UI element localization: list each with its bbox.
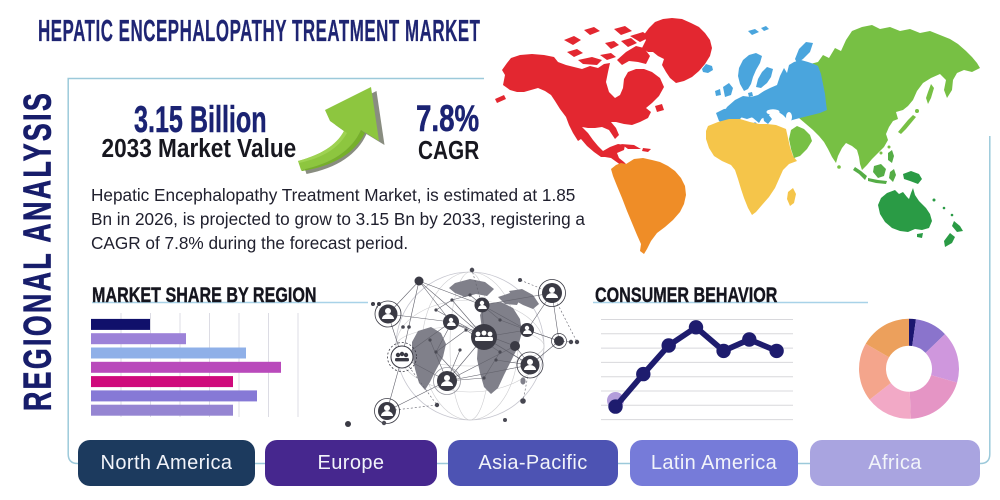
svg-text:2033 Market Value: 2033 Market Value [102,135,297,164]
svg-text:CONSUMER BEHAVIOR: CONSUMER BEHAVIOR [595,284,778,308]
svg-text:REGIONAL ANALYSIS: REGIONAL ANALYSIS [17,91,60,411]
svg-text:MARKET SHARE BY REGION: MARKET SHARE BY REGION [92,284,317,308]
svg-text:CAGR: CAGR [418,136,479,165]
svg-text:7.8%: 7.8% [416,97,479,139]
svg-text:HEPATIC ENCEPHALOPATHY TREATME: HEPATIC ENCEPHALOPATHY TREATMENT MARKET [38,14,480,49]
svg-text:3.15 Billion: 3.15 Billion [134,98,267,140]
